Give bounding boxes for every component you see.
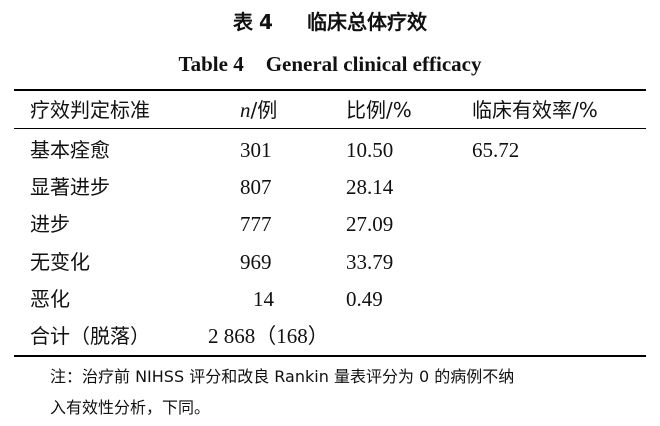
header-n-unit: /例 xyxy=(250,98,278,122)
cell-criteria: 进步 xyxy=(30,212,70,236)
table-label-cn: 表 xyxy=(233,10,254,34)
cell-criteria: 显著进步 xyxy=(30,175,110,199)
cell-criteria: 无变化 xyxy=(30,250,90,274)
cell-efficacy-rate: 65.72 xyxy=(472,138,520,162)
header-efficacy-rate: 临床有效率/% xyxy=(472,98,598,122)
table-title-english: Table 4 General clinical efficacy xyxy=(0,50,660,78)
cell-n: 777 xyxy=(240,212,272,236)
header-criteria: 疗效判定标准 xyxy=(30,98,150,122)
table-note-line-1: 注：治疗前 NIHSS 评分和改良 Rankin 量表评分为 0 的病例不纳 xyxy=(50,367,515,386)
table-number-cn: 4 xyxy=(259,10,273,34)
cell-ratio: 33.79 xyxy=(346,250,394,274)
cell-n: 301 xyxy=(240,138,272,162)
cell-criteria: 基本痊愈 xyxy=(30,138,110,162)
header-ratio: 比例/% xyxy=(346,96,412,124)
table-note-line-2: 入有效性分析，下同。 xyxy=(50,398,211,417)
header-n-italic: n xyxy=(240,98,251,122)
cell-n: 969 xyxy=(240,250,272,274)
cell-n: 807 xyxy=(240,175,272,199)
table-header-rule xyxy=(14,128,646,129)
table-title-chinese: 表 4 临床总体疗效 xyxy=(0,8,660,36)
header-n: n/例 xyxy=(240,96,277,124)
table-title-en-text: General clinical efficacy xyxy=(265,52,482,76)
table-title-cn-text: 临床总体疗效 xyxy=(306,10,427,34)
header-ratio-text: 比例/% xyxy=(346,98,412,122)
cell-n: 14 xyxy=(253,287,274,311)
cell-criteria: 恶化 xyxy=(30,287,70,311)
total-label: 合计（脱落） xyxy=(30,324,150,348)
total-value: 2 868（168） xyxy=(208,324,329,348)
cell-ratio: 10.50 xyxy=(346,138,394,162)
cell-ratio: 28.14 xyxy=(346,175,394,199)
table-label-en: Table 4 xyxy=(178,52,244,76)
cell-ratio: 27.09 xyxy=(346,212,394,236)
table-bottom-rule xyxy=(14,355,646,357)
cell-ratio: 0.49 xyxy=(346,287,383,311)
table-top-rule xyxy=(14,89,646,91)
